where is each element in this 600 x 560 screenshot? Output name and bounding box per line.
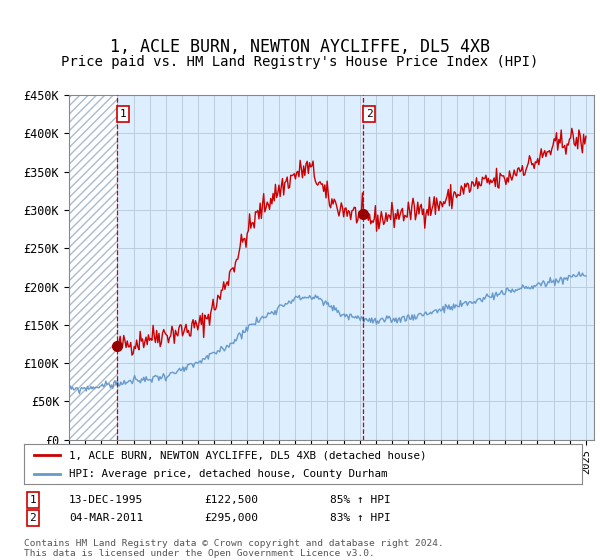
Text: 1, ACLE BURN, NEWTON AYCLIFFE, DL5 4XB (detached house): 1, ACLE BURN, NEWTON AYCLIFFE, DL5 4XB (… xyxy=(68,450,426,460)
Text: £122,500: £122,500 xyxy=(204,495,258,505)
Text: 04-MAR-2011: 04-MAR-2011 xyxy=(69,513,143,523)
Text: Price paid vs. HM Land Registry's House Price Index (HPI): Price paid vs. HM Land Registry's House … xyxy=(61,55,539,69)
Text: HPI: Average price, detached house, County Durham: HPI: Average price, detached house, Coun… xyxy=(68,469,387,479)
Text: 1: 1 xyxy=(120,109,127,119)
Bar xyxy=(69,95,116,440)
Text: 2: 2 xyxy=(29,513,37,523)
Text: Contains HM Land Registry data © Crown copyright and database right 2024.
This d: Contains HM Land Registry data © Crown c… xyxy=(24,539,444,558)
Text: 85% ↑ HPI: 85% ↑ HPI xyxy=(330,495,391,505)
Text: 83% ↑ HPI: 83% ↑ HPI xyxy=(330,513,391,523)
Text: 2: 2 xyxy=(366,109,373,119)
Text: 1, ACLE BURN, NEWTON AYCLIFFE, DL5 4XB: 1, ACLE BURN, NEWTON AYCLIFFE, DL5 4XB xyxy=(110,38,490,56)
Text: 1: 1 xyxy=(29,495,37,505)
Text: 13-DEC-1995: 13-DEC-1995 xyxy=(69,495,143,505)
Text: £295,000: £295,000 xyxy=(204,513,258,523)
